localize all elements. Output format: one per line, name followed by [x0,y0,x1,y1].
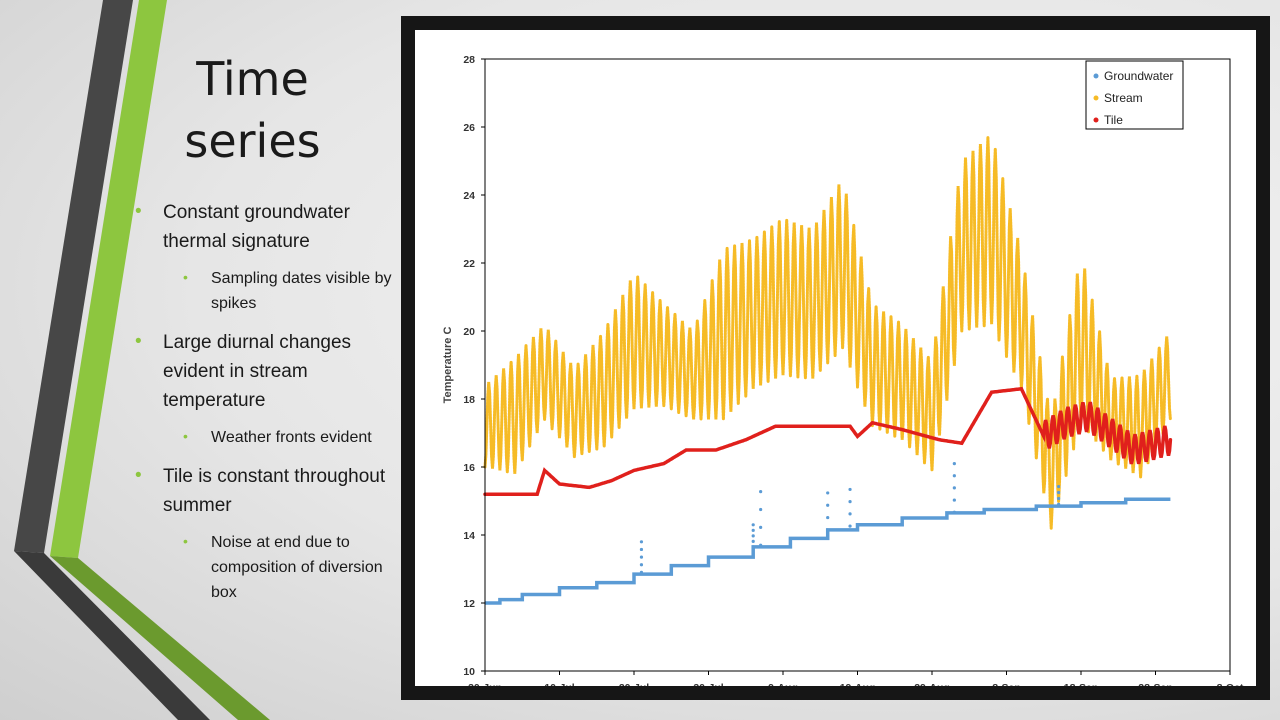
slide-title: Time series [184,52,321,168]
tile-data-trace [483,386,1173,496]
groundwater-spike-point [1057,502,1061,506]
groundwater-spike-point [952,486,956,490]
y-tick-label: 24 [463,190,475,202]
bullet-text: Noise at end due to composition of diver… [211,534,383,601]
bullet-text: Large diurnal changes evident in stream … [163,332,352,411]
x-tick-label: 30-Jul [693,682,723,686]
dark-stripe [14,0,133,553]
groundwater-spike-point [952,510,956,514]
groundwater-spike-point [751,528,755,532]
groundwater-spike-point [848,487,852,492]
groundwater-spike-point [826,515,830,520]
y-tick-label: 20 [463,326,475,338]
groundwater-spike-point [952,498,956,502]
legend-label-groundwater: Groundwater [1104,69,1173,83]
stream-series [483,137,1172,529]
groundwater-spike-point [759,490,763,494]
groundwater-spike-point [826,491,830,495]
bullet-item: • Large diurnal changes evident in stream… [135,328,395,415]
y-axis-label: Temperature C [442,327,454,404]
temperature-chart: 10 12 14 16 18 20 22 24 26 28 30-Jun 10-Jul 20-Jul 30… [415,30,1256,686]
groundwater-data-trace [485,497,1171,605]
bullet-text: Tile is constant throughout summer [163,466,386,516]
y-tick-label: 28 [463,54,475,66]
sub-bullet-item: • Weather fronts evident [135,425,395,450]
groundwater-spike-point [848,512,852,516]
groundwater-spike-point [848,500,852,504]
legend-box [1085,60,1184,130]
green-stripe-lower [50,556,270,720]
bullet-item: • Tile is constant throughout summer [135,462,395,520]
x-tick-label: 18-Sep [1064,682,1098,686]
groundwater-spike-point [751,534,755,538]
groundwater-spike-point [1057,484,1061,489]
y-tick-label: 10 [463,666,475,678]
legend-marker-stream [1093,95,1099,101]
stream-data-trace [483,137,1172,529]
x-tick-label: 19-Aug [840,682,876,686]
sub-bullet-item: • Sampling dates visible by spikes [135,266,395,316]
y-tick-label: 14 [463,530,475,542]
groundwater-spike-point [759,543,763,547]
bullet-text: Weather fronts evident [211,429,372,446]
groundwater-spike-point [751,545,755,549]
legend: Groundwater Stream Tile [1085,60,1184,130]
x-tick-label: 20-Jul [619,682,649,686]
x-tick-label: 8-Oct [1217,682,1244,686]
groundwater-series [485,462,1171,605]
legend-marker-groundwater [1093,73,1099,79]
x-tick-label: 10-Jul [544,682,574,686]
bullet-dot-icon: • [135,201,142,222]
groundwater-spike-point [952,474,956,478]
bullet-dot-icon: • [183,269,188,285]
groundwater-spike-point [826,503,830,507]
bullet-list: • Constant groundwater thermal signature … [135,198,395,617]
groundwater-spike-point [759,525,763,529]
y-tick-label: 16 [463,462,475,474]
groundwater-spike-point [759,507,763,512]
legend-marker-tile [1093,117,1099,123]
y-tick-label: 22 [463,258,475,270]
bullet-text: Constant groundwater thermal signature [163,202,350,252]
bullet-dot-icon: • [135,331,142,352]
chart-frame: 10 12 14 16 18 20 22 24 26 28 30-Jun 10-Jul 20-Jul 30… [401,16,1270,700]
bullet-text: Sampling dates visible by spikes [211,270,392,312]
y-tick-label: 12 [463,598,475,610]
bullet-item: • Constant groundwater thermal signature [135,198,395,256]
x-tick-label: 30-Jun [468,682,502,686]
slide-decoration [14,0,270,720]
bullet-dot-icon: • [183,533,188,549]
legend-label-tile: Tile [1104,113,1123,127]
groundwater-spike-point [639,555,644,559]
groundwater-spike-point [639,563,644,567]
groundwater-spike-point [1057,490,1061,495]
groundwater-spike-point [639,547,644,552]
groundwater-spike-point [848,524,852,528]
groundwater-spike-point [1057,496,1061,501]
x-tick-label: 8-Sep [992,682,1021,686]
y-tick-label: 26 [463,122,475,134]
tile-series [483,386,1173,496]
dark-stripe-lower [14,551,210,720]
x-tick-label: 29-Aug [914,682,950,686]
groundwater-spike-point [639,570,644,575]
x-tick-label: 28-Sep [1138,682,1172,686]
y-tick-label: 18 [463,394,475,406]
green-stripe [50,0,167,558]
groundwater-spike-point [751,523,755,527]
groundwater-spike-point [826,528,830,532]
bullet-dot-icon: • [183,428,188,444]
groundwater-spike-point [952,462,956,466]
groundwater-spike-point [751,539,755,543]
groundwater-spike-point [639,540,644,544]
sub-bullet-item: • Noise at end due to composition of dive… [135,530,395,605]
x-tick-label: 9-Aug [768,682,798,686]
bullet-dot-icon: • [135,465,142,486]
legend-label-stream: Stream [1104,91,1143,105]
